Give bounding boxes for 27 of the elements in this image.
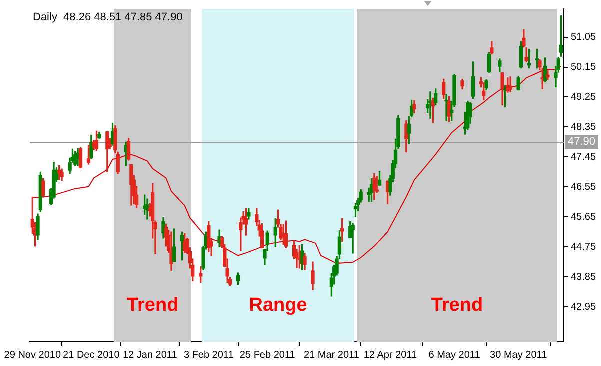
chart-title: Daily 48.26 48.51 47.85 47.90: [33, 12, 183, 24]
ref-line-label: 47.90: [568, 136, 596, 148]
x-tick-label: 29 Nov 2010: [4, 350, 62, 361]
x-tick-label: 30 May 2011: [490, 350, 548, 361]
x-tick-label: 25 Feb 2011: [240, 350, 296, 361]
y-tick-label: 46.55: [570, 182, 596, 193]
x-tick-label: 12 Apr 2011: [364, 350, 418, 361]
x-tick-label: 12 Jan 2011: [122, 350, 178, 361]
y-tick-label: 48.35: [570, 122, 596, 133]
x-tick-label: 21 Dec 2010: [63, 350, 120, 361]
band-label: Range: [249, 295, 308, 316]
candlestick: [546, 70, 550, 80]
x-tick-label: 6 May 2011: [428, 350, 481, 361]
candlestick: [351, 223, 355, 254]
y-tick-label: 43.85: [570, 272, 596, 283]
candlestick: [444, 94, 448, 122]
band-label: Trend: [431, 295, 484, 316]
x-tick-label: 21 Mar 2011: [304, 350, 360, 361]
y-tick-label: 42.95: [570, 302, 596, 313]
y-tick-label: 49.25: [570, 92, 596, 103]
band-label: Trend: [126, 295, 179, 316]
y-tick-label: 47.45: [570, 152, 596, 163]
y-tick-label: 51.05: [570, 32, 596, 44]
x-tick-label: 3 Feb 2011: [184, 350, 234, 361]
y-tick-label: 50.15: [570, 62, 596, 74]
y-tick-label: 45.65: [570, 212, 596, 223]
y-tick-label: 44.75: [570, 242, 596, 253]
